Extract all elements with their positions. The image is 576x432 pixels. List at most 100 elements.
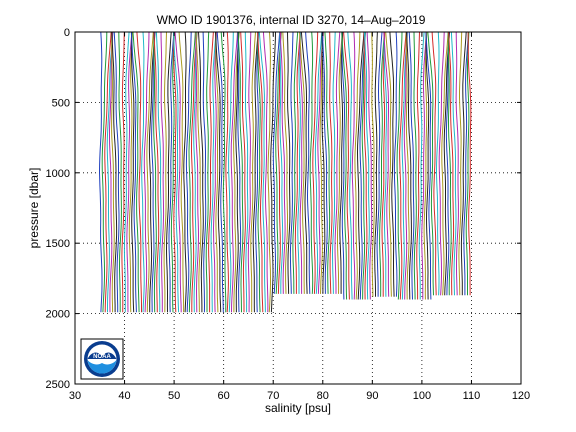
profile-line	[141, 31, 145, 313]
profile-line	[324, 31, 331, 294]
profile-line	[173, 32, 177, 313]
profile-line	[427, 31, 434, 296]
x-axis-label: salinity [psu]	[265, 401, 331, 415]
profile-line	[385, 31, 392, 297]
profile-line	[435, 31, 440, 296]
profile-line	[136, 31, 142, 313]
profile-line	[460, 31, 467, 296]
profile-line	[262, 31, 269, 313]
profile-line	[425, 31, 430, 300]
profile-line	[257, 31, 264, 313]
y-axis-ticks: 0 500 1000 1500 2000 2500	[46, 27, 521, 391]
profile-line	[401, 31, 408, 300]
profile-line	[425, 31, 432, 300]
profile-line	[455, 31, 459, 296]
plot-area-background	[75, 32, 521, 384]
profile-line	[282, 31, 288, 294]
profile-line	[277, 31, 282, 294]
profile-line	[258, 31, 266, 313]
profile-line	[297, 31, 302, 294]
profile-line	[292, 31, 299, 294]
y-axis-label: pressure [dbar]	[27, 168, 41, 249]
profile-line	[228, 31, 234, 313]
profile-line	[155, 31, 162, 313]
profile-line	[131, 32, 135, 313]
profile-line	[379, 31, 385, 297]
profile-line	[191, 31, 198, 313]
profile-line	[399, 31, 407, 300]
profile-line	[275, 31, 282, 294]
profile-line	[339, 31, 344, 294]
profile-line	[465, 31, 470, 296]
profile-line	[235, 31, 240, 313]
x-tick-label: 70	[267, 390, 279, 402]
x-tick-label: 60	[218, 390, 230, 402]
profile-line	[421, 31, 427, 300]
profile-line	[233, 31, 240, 313]
profile-line	[450, 31, 457, 296]
profile-line	[416, 31, 420, 300]
profile-line	[413, 31, 417, 300]
x-axis-ticks: 30 40 50 60 70 80 90 100 110 120	[69, 32, 530, 402]
profile-line	[381, 31, 386, 297]
profile-line	[329, 31, 333, 294]
profile-line	[294, 31, 301, 294]
y-tick-label: 1000	[46, 168, 70, 180]
x-tick-label: 80	[317, 390, 329, 402]
profile-line	[279, 31, 286, 294]
y-tick-label: 0	[64, 27, 70, 39]
profile-line	[408, 31, 415, 300]
profile-line	[250, 31, 256, 313]
profile-line	[366, 31, 373, 300]
profile-line	[363, 31, 368, 300]
profile-line	[113, 31, 120, 313]
profile-line	[121, 31, 125, 313]
noaa-logo: NOAA	[80, 338, 124, 380]
profile-line	[309, 31, 314, 294]
profile-line	[210, 31, 217, 313]
profile-line	[185, 31, 192, 313]
profile-line	[244, 31, 249, 313]
profile-line	[356, 31, 365, 300]
profile-line	[300, 31, 308, 294]
profile-lines	[98, 31, 472, 313]
profile-line	[168, 31, 175, 313]
profile-line	[299, 31, 305, 294]
profile-line	[441, 31, 449, 296]
profile-line	[289, 31, 294, 294]
profile-line	[237, 31, 242, 313]
profile-line	[314, 31, 323, 294]
profile-line	[383, 31, 390, 297]
profile-line	[299, 32, 303, 294]
profile-line	[371, 31, 375, 297]
profile-line	[423, 31, 428, 300]
profile-line	[405, 31, 410, 300]
profile-line	[205, 31, 210, 313]
profile-line	[111, 32, 115, 313]
profile-line	[393, 31, 398, 297]
profile-line	[215, 31, 222, 313]
profile-line	[220, 31, 227, 313]
profile-line	[104, 31, 112, 313]
profile-line	[272, 31, 281, 294]
profile-line	[267, 31, 271, 313]
profile-line	[341, 31, 348, 300]
profile-line	[312, 31, 319, 294]
profile-line	[230, 31, 238, 313]
profile-line	[178, 31, 185, 313]
profile-line	[151, 31, 156, 313]
profile-line	[208, 31, 214, 313]
profile-line	[172, 31, 180, 313]
logo-wave-icon	[87, 360, 117, 374]
profile-line	[257, 32, 261, 313]
profile-line	[418, 31, 425, 300]
profile-line	[351, 31, 356, 300]
profile-line	[305, 31, 311, 294]
profile-line	[317, 31, 324, 294]
profile-line	[389, 31, 395, 297]
profile-line	[106, 31, 114, 313]
x-tick-label: 110	[463, 390, 481, 402]
profile-line	[403, 31, 408, 300]
x-tick-label: 50	[168, 390, 180, 402]
x-tick-label: 40	[118, 390, 130, 402]
